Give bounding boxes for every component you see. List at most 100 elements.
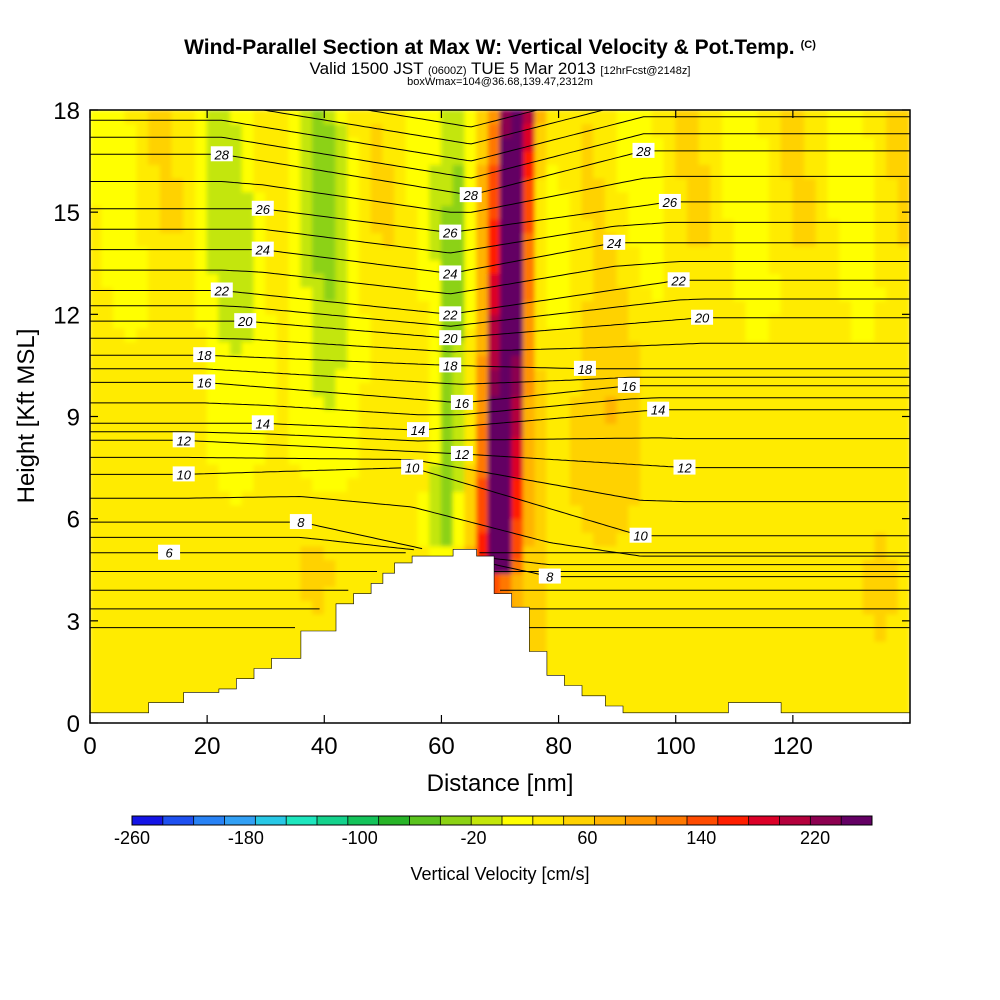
field-cell: [862, 627, 876, 642]
field-cell: [593, 586, 606, 601]
field-cell: [839, 477, 852, 492]
field-cell: [394, 177, 407, 193]
field-cell: [112, 354, 126, 370]
field-cell: [722, 559, 735, 574]
field-cell: [276, 381, 290, 397]
field-cell: [862, 136, 876, 152]
field-cell: [370, 368, 384, 383]
field-cell: [112, 654, 126, 670]
field-cell: [417, 354, 431, 370]
field-cell: [218, 327, 232, 343]
field-cell: [335, 354, 349, 370]
field-cell: [710, 518, 724, 533]
field-cell: [569, 204, 583, 220]
field-cell: [698, 381, 712, 397]
field-cell: [698, 395, 712, 411]
field-cell: [241, 136, 255, 152]
contour-label: 16: [617, 377, 640, 394]
colorbar-tick-label: 220: [800, 828, 830, 848]
field-cell: [382, 110, 396, 125]
field-cell: [241, 191, 255, 206]
field-cell: [546, 218, 560, 234]
field-cell: [663, 586, 677, 601]
field-cell: [546, 313, 560, 329]
field-cell: [768, 654, 782, 670]
field-cell: [640, 245, 653, 261]
field-cell: [499, 218, 513, 234]
contour-label-text: 20: [237, 314, 253, 329]
field-cell: [733, 504, 747, 520]
field-cell: [206, 110, 220, 125]
field-cell: [511, 232, 524, 247]
field-cell: [581, 110, 595, 125]
field-cell: [206, 599, 220, 615]
field-cell: [757, 327, 770, 343]
field-cell: [698, 668, 712, 683]
field-cell: [136, 531, 150, 547]
field-cell: [265, 259, 278, 274]
field-cell: [733, 136, 747, 152]
field-cell: [347, 327, 360, 343]
field-cell: [171, 640, 185, 656]
contour-label-bg: [667, 272, 690, 288]
field-cell: [897, 245, 910, 261]
field-cell: [265, 477, 278, 492]
field-cell: [686, 191, 700, 206]
field-cell: [534, 110, 548, 125]
field-cell: [804, 409, 817, 424]
field-cell: [335, 436, 349, 452]
field-cell: [581, 627, 595, 642]
field-cell: [487, 368, 501, 383]
field-cell: [722, 136, 735, 152]
field-cell: [206, 613, 220, 629]
field-cell: [686, 409, 700, 424]
field-cell: [276, 586, 290, 601]
field-cell: [218, 409, 232, 424]
field-cell: [101, 695, 114, 710]
field-cell: [792, 490, 806, 506]
field-cell: [640, 313, 653, 329]
field-cell: [804, 504, 817, 520]
field-cell: [323, 232, 337, 247]
field-cell: [862, 572, 876, 588]
field-cell: [206, 327, 220, 343]
field-cell: [218, 191, 232, 206]
field-cell: [804, 463, 817, 479]
field-cell: [733, 381, 747, 397]
field-cell: [839, 504, 852, 520]
field-cell: [476, 286, 489, 302]
field-cell: [323, 341, 337, 356]
field-cell: [253, 327, 267, 343]
field-cell: [663, 668, 677, 683]
field-cell: [558, 177, 571, 193]
field-cell: [686, 381, 700, 397]
colorbar-swatch: [532, 816, 565, 825]
field-cell: [675, 136, 688, 152]
x-tick-label: 20: [194, 733, 221, 760]
contour-label-text: 28: [214, 147, 230, 162]
field-cell: [511, 163, 524, 179]
field-cell: [464, 300, 478, 315]
field-cell: [347, 218, 360, 234]
field-cell: [733, 218, 747, 234]
field-cell: [698, 232, 712, 247]
field-cell: [686, 518, 700, 533]
field-cell: [827, 163, 841, 179]
field-cell: [335, 150, 349, 165]
field-cell: [862, 422, 876, 438]
field-cell: [593, 531, 606, 547]
field-cell: [194, 654, 208, 670]
field-cell: [253, 259, 267, 274]
field-cell: [288, 559, 302, 574]
field-cell: [183, 259, 196, 274]
theta-contour: [90, 409, 910, 431]
field-cell: [241, 395, 255, 411]
field-cell: [558, 531, 571, 547]
field-cell: [804, 204, 817, 220]
x-tick-label: 40: [311, 733, 338, 760]
field-cell: [757, 177, 770, 193]
field-cell: [370, 490, 384, 506]
field-cell: [698, 490, 712, 506]
field-cell: [780, 627, 794, 642]
field-cell: [675, 368, 688, 383]
